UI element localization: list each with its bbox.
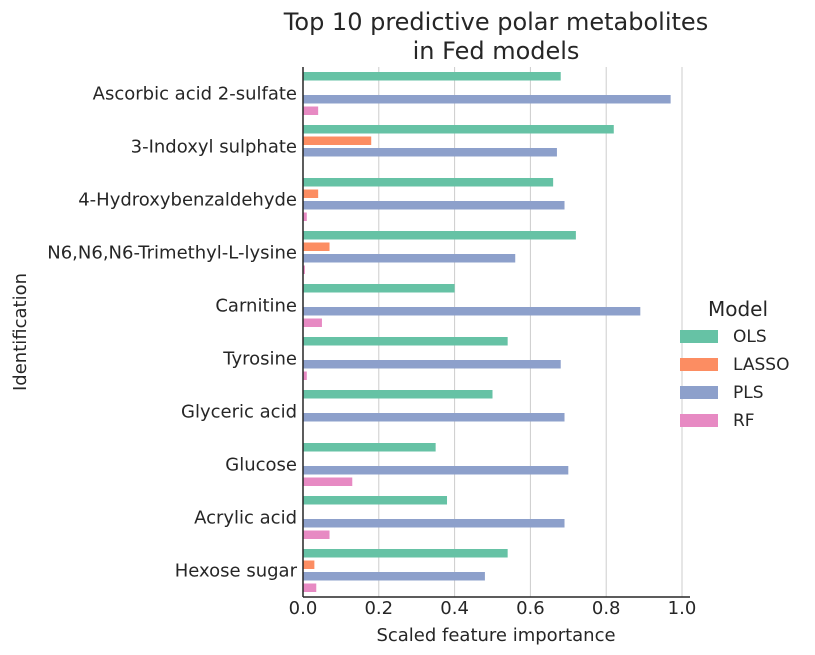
bar-rf <box>303 212 307 221</box>
bar-ols <box>303 443 436 452</box>
x-tick-label: 1.0 <box>668 598 697 619</box>
bar-rf <box>303 106 319 115</box>
axes <box>302 67 690 598</box>
x-tick-label: 0.6 <box>516 598 545 619</box>
y-category-label: Carnitine <box>215 296 297 317</box>
bar-lasso <box>303 189 319 198</box>
bar-rf <box>303 318 322 327</box>
legend-label-rf: RF <box>733 411 755 431</box>
bar-lasso <box>303 560 315 569</box>
y-category-label: 3-Indoxyl sulphate <box>131 137 297 158</box>
bar-pls <box>303 572 485 581</box>
y-category-label: Glyceric acid <box>181 402 297 423</box>
y-category-label: Tyrosine <box>222 349 297 370</box>
bar-lasso <box>303 136 372 145</box>
bar-ols <box>303 231 576 240</box>
y-category-label: Acrylic acid <box>194 508 297 529</box>
bar-ols <box>303 549 508 558</box>
bar-pls <box>303 466 569 475</box>
bar-pls <box>303 201 565 210</box>
legend-swatch-ols <box>680 330 718 343</box>
y-axis-title: Identification <box>10 273 31 391</box>
bar-ols <box>303 125 614 134</box>
bar-lasso <box>303 242 330 251</box>
bar-rf <box>303 530 330 539</box>
x-tick-label: 0.0 <box>289 598 318 619</box>
bar-pls <box>303 148 557 157</box>
legend-swatch-lasso <box>680 358 718 371</box>
legend-label-lasso: LASSO <box>733 355 789 375</box>
legend-label-ols: OLS <box>733 327 767 347</box>
y-category-label: 4-Hydroxybenzaldehyde <box>78 190 297 211</box>
y-category-label: N6,N6,N6-Trimethyl-L-lysine <box>47 243 297 264</box>
y-category-label: Hexose sugar <box>175 561 298 582</box>
bar-rf <box>303 371 307 380</box>
bar-rf <box>303 265 305 274</box>
bar-rf <box>303 583 317 592</box>
bar-ols <box>303 337 508 346</box>
x-axis-title: Scaled feature importance <box>376 625 615 646</box>
y-category-label: Glucose <box>225 455 297 476</box>
x-tick-labels: 0.0 0.2 0.4 0.6 0.8 1.0 <box>289 598 697 619</box>
legend: Model OLS LASSO PLS RF <box>680 297 789 431</box>
y-category-label: Ascorbic acid 2-sulfate <box>93 84 297 105</box>
legend-label-pls: PLS <box>733 383 764 403</box>
legend-swatch-pls <box>680 386 718 399</box>
bar-pls <box>303 254 516 263</box>
bar-pls <box>303 360 561 369</box>
bar-ols <box>303 390 493 399</box>
bar-ols <box>303 178 554 187</box>
bar-pls <box>303 413 565 422</box>
bar-ols <box>303 72 561 81</box>
bar-pls <box>303 307 641 316</box>
bar-pls <box>303 519 565 528</box>
y-category-labels: Ascorbic acid 2-sulfate 3-Indoxyl sulphat… <box>47 84 297 582</box>
legend-title: Model <box>708 297 768 321</box>
bar-ols <box>303 284 455 293</box>
x-tick-label: 0.4 <box>440 598 469 619</box>
bar-ols <box>303 496 448 505</box>
bar-pls <box>303 95 671 104</box>
bar-rf <box>303 477 353 486</box>
x-tick-label: 0.2 <box>364 598 393 619</box>
bars <box>303 72 671 592</box>
grid <box>378 67 683 597</box>
x-tick-label: 0.8 <box>592 598 621 619</box>
legend-swatch-rf <box>680 414 718 427</box>
chart-title: Top 10 predictive polar metabolites in Fe… <box>283 8 708 65</box>
